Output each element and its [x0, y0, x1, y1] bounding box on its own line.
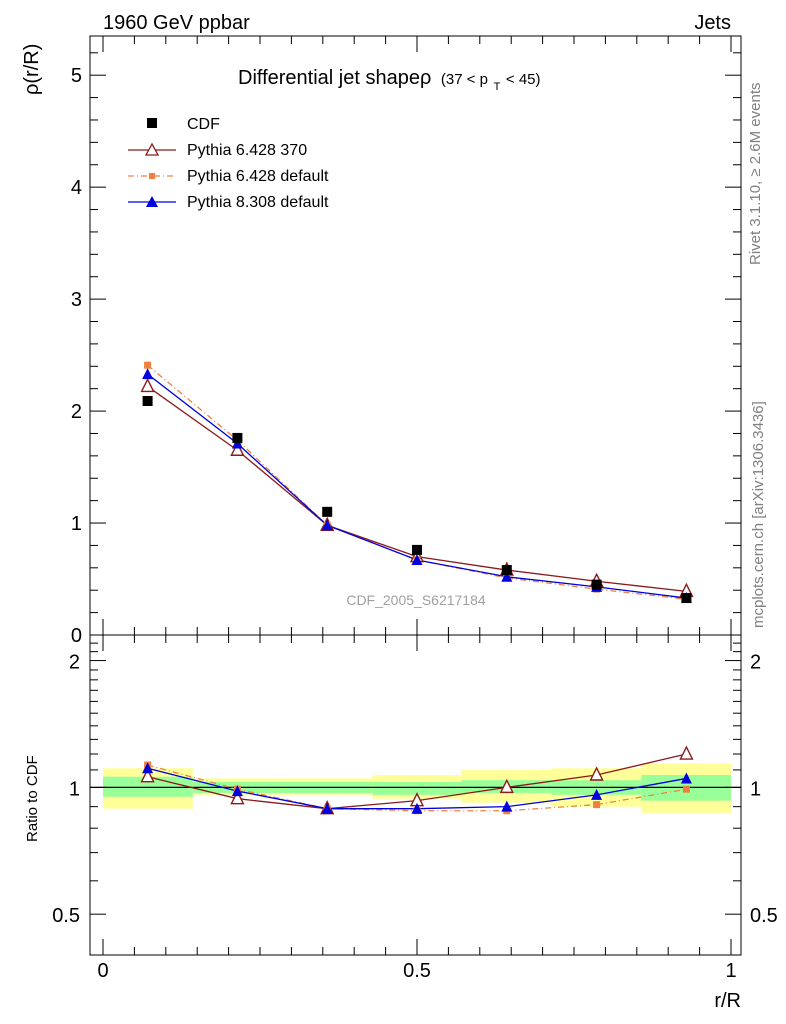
legend-marker-pythia6-default: [149, 173, 155, 179]
main-panel: 0 1 2 3 4 5 ρ(r/R) Differential jet shapeρ (3…: [21, 35, 742, 647]
legend-label-pythia6-default: Pythia 6.428 default: [187, 168, 329, 185]
ratio-point-s0-0: [140, 768, 155, 783]
legend-entry-cdf: CDF: [147, 116, 220, 133]
ratio-xtick-label: 1: [725, 960, 736, 982]
ratio-point-s0-1: [230, 790, 245, 805]
legend-marker-pythia6-370: [144, 142, 160, 156]
ratio-point-s1-5: [593, 801, 601, 809]
legend-entry-pythia8-default: Pythia 8.308 default: [128, 194, 329, 211]
ratio-point-s2-1: [231, 785, 243, 797]
ratio-frame: [89, 634, 742, 956]
main-point-s0-6: [681, 593, 692, 604]
main-point-s3-2: [321, 519, 333, 531]
ratio-axis-ticks: 0.5 0.5 1 1 2 2 0 0.5 1: [52, 635, 778, 982]
ratio-ytick-label-right: 1: [750, 778, 761, 800]
ratio-ytick-label: 0.5: [52, 905, 80, 927]
ratio-panel: 0.5 0.5 1 1 2 2 0 0.5 1 Ratio to CDF r/R: [24, 634, 778, 1012]
main-point-s0-3: [412, 544, 422, 555]
main-point-s0-5: [591, 579, 602, 590]
main-point-s0-4: [501, 565, 512, 576]
main-point-s0-2: [322, 506, 333, 517]
ratio-point-s2-5: [591, 788, 603, 800]
legend-label-pythia6-370: Pythia 6.428 370: [187, 142, 307, 159]
ratio-xtick-label: 0: [97, 960, 108, 982]
ratio-point-s2-4: [501, 800, 513, 812]
main-point-s0-0: [142, 395, 153, 406]
header-right: Jets: [694, 12, 731, 34]
ratio-band-stat-3: [372, 781, 462, 795]
header-left: 1960 GeV ppbar: [103, 12, 250, 34]
main-title-cut-sub: T: [494, 81, 501, 93]
rivet-version-label: Rivet 3.1.10, ≥ 2.6M events: [747, 83, 764, 266]
legend-label-cdf: CDF: [187, 116, 220, 133]
legend-marker-pythia8-default: [146, 196, 158, 207]
legend-entry-pythia6-370: Pythia 6.428 370: [128, 142, 307, 159]
ratio-xlabel: r/R: [714, 990, 741, 1012]
main-ytick-label: 4: [71, 177, 82, 199]
main-point-s3-1: [231, 437, 243, 449]
main-title-cut-tail: < 45): [506, 71, 541, 88]
ratio-ylabel: Ratio to CDF: [24, 755, 41, 842]
main-point-s2-0: [144, 361, 152, 369]
ratio-series-markers: [140, 745, 694, 815]
ratio-point-s2-6: [680, 772, 692, 784]
ratio-point-s0-6: [679, 745, 694, 760]
main-series-markers: [140, 361, 694, 604]
ratio-point-s0-5: [589, 766, 604, 781]
main-ytick-label: 5: [71, 65, 82, 87]
main-point-s1-0: [140, 377, 155, 393]
main-point-s3-0: [142, 368, 154, 380]
main-title-cut: (37 < p: [441, 71, 488, 88]
main-point-s3-4: [501, 570, 513, 582]
main-title: Differential jet shapeρ (37 < p T < 45): [238, 67, 541, 95]
legend-marker-cdf: [147, 118, 157, 128]
ratio-ytick-label-right: 2: [750, 652, 761, 674]
main-point-s1-1: [230, 441, 245, 456]
ratio-ytick-label: 2: [69, 652, 80, 674]
main-axis-ticks: 0 1 2 3 4 5: [71, 36, 741, 647]
ratio-point-s2-3: [411, 802, 423, 814]
mcplots-label: mcplots.cern.ch [arXiv:1306.3436]: [750, 401, 767, 628]
main-ytick-label: 3: [71, 289, 82, 311]
ratio-point-s0-4: [499, 778, 514, 794]
main-point-s3-3: [411, 553, 423, 565]
main-ytick-label: 2: [71, 401, 82, 423]
main-ylabel: ρ(r/R): [21, 44, 43, 95]
legend: CDF Pythia 6.428 370 Pythia 6.428 defaul…: [128, 116, 329, 211]
legend-entry-pythia6-default: Pythia 6.428 default: [128, 168, 329, 185]
legend-label-pythia8-default: Pythia 8.308 default: [187, 194, 329, 211]
ratio-point-s2-2: [321, 802, 333, 814]
main-title-text: Differential jet shapeρ: [238, 67, 431, 89]
main-ytick-label: 0: [71, 625, 82, 647]
ratio-point-s1-6: [682, 785, 690, 793]
main-point-s0-1: [232, 432, 243, 443]
ratio-ytick-label: 1: [69, 778, 80, 800]
main-ytick-label: 1: [71, 513, 82, 535]
ratio-point-s2-0: [142, 762, 154, 774]
ratio-ytick-label-right: 0.5: [750, 905, 778, 927]
ratio-xtick-label: 0.5: [403, 960, 431, 982]
analysis-tag: CDF_2005_S6217184: [346, 592, 486, 608]
